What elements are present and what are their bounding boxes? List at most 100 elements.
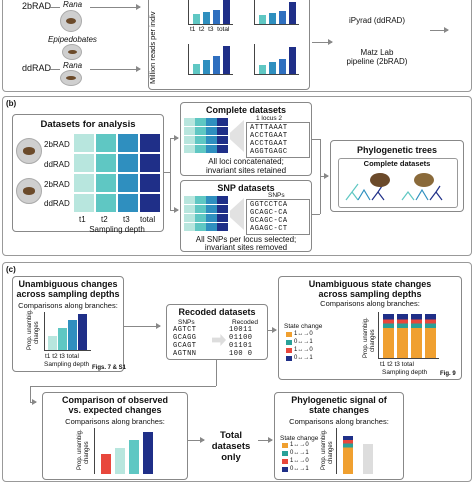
- legend-swatch: [286, 332, 292, 337]
- tick: total: [217, 26, 230, 33]
- box2-col2: Recoded: [232, 319, 259, 326]
- bar: [213, 10, 220, 24]
- col-label: total: [140, 215, 156, 224]
- stacked-bar: [425, 314, 436, 358]
- legend-item: 0↔→1: [294, 339, 313, 345]
- complete-datasets-title: Complete datasets: [205, 105, 287, 115]
- bar: [279, 59, 286, 74]
- box6-legend-title: State change: [280, 435, 319, 442]
- phylo-signal-box: [274, 392, 404, 480]
- bar: [213, 56, 220, 74]
- sequence-row: ACCTGAAT: [250, 140, 288, 148]
- tick: t3: [208, 26, 214, 33]
- col-label: t1: [79, 215, 86, 224]
- box3-fig: Fig. 9: [440, 371, 456, 377]
- grid-cell: [118, 174, 138, 192]
- arrow: [188, 437, 205, 443]
- box3-xlabel: Sampling depth: [382, 369, 428, 376]
- pipeline-2brad-2: pipeline (2bRAD): [346, 57, 408, 66]
- arrow: [258, 437, 273, 443]
- connector: [30, 386, 31, 402]
- sequence-row: AGTCT: [173, 326, 197, 334]
- sequence-row: AGGTGAGC: [250, 148, 288, 156]
- grid-cell: [74, 194, 94, 212]
- sequence-row: 10011: [229, 326, 253, 334]
- arrow: [170, 135, 179, 141]
- stacked-bar: [397, 314, 408, 358]
- sequence-row: GCAGC-CA: [250, 209, 288, 217]
- box2-col1: SNPs: [178, 319, 195, 326]
- row-label: ddRAD: [44, 199, 70, 208]
- box3-title-1: Unambiguous state changes: [308, 279, 432, 289]
- grid-cell: [96, 174, 116, 192]
- sequence-row: 01101: [229, 342, 253, 350]
- bar: [259, 65, 266, 74]
- box2-title: Recoded datasets: [178, 307, 256, 317]
- grid-row: [184, 223, 228, 231]
- box1-title-2: across sampling depths: [16, 289, 120, 299]
- pipeline-ddrad: iPyrad (ddRAD): [348, 16, 405, 25]
- box3-title-2: across sampling depths: [318, 289, 422, 299]
- grid-row: [184, 127, 228, 135]
- box6-title-2: state changes: [308, 405, 370, 415]
- connector: [312, 139, 320, 140]
- connector: [164, 172, 170, 173]
- bar: [58, 328, 67, 350]
- bar: [115, 448, 125, 474]
- genus-rana-bottom: Rana: [63, 61, 83, 70]
- phylo-sub: Complete datasets: [363, 159, 431, 168]
- legend-swatch: [282, 451, 288, 456]
- snp-note-1: All SNPs per locus selected;: [195, 235, 297, 244]
- row-label: 2bRAD: [44, 140, 70, 149]
- box1-sub: Comparisons along branches:: [18, 301, 118, 310]
- box2-recoded-block: 10011 01100 01101 100 0: [228, 326, 266, 358]
- box4-sub: Comparisons along branches:: [65, 417, 165, 426]
- complete-note-1: All loci concatenated;: [208, 157, 284, 166]
- box6-ylabel-2: changes: [328, 441, 334, 464]
- arrow: [90, 66, 141, 72]
- grid-cell: [96, 134, 116, 152]
- bar: [143, 432, 153, 474]
- arrow: [124, 323, 161, 329]
- bar: [269, 13, 276, 24]
- grid-cell: [74, 154, 94, 172]
- box3-sub: Comparisons along branches:: [320, 299, 420, 308]
- box1-ylabel-2: changes: [34, 321, 40, 344]
- box6-sub: Comparisons along branches:: [289, 417, 389, 426]
- box5-title-2: datasets: [211, 441, 251, 452]
- grid-cell: [140, 134, 160, 152]
- bar: [78, 314, 87, 350]
- box6-chart: [336, 428, 389, 474]
- sampling-depth-label: Sampling depth: [89, 225, 145, 234]
- phylo-trees-icon: [345, 173, 443, 201]
- frog-image: [16, 138, 42, 164]
- legend-swatch: [286, 356, 292, 361]
- box5-title-1: Total: [220, 430, 242, 441]
- grid-cell: [140, 154, 160, 172]
- bar: [289, 47, 296, 74]
- sequence-row: AGAGC-CT: [250, 225, 288, 233]
- connector: [312, 214, 320, 215]
- legend-swatch: [286, 348, 292, 353]
- grid-row: [184, 205, 228, 213]
- col-label: t2: [101, 215, 108, 224]
- bar: [223, 0, 230, 24]
- connector: [170, 138, 171, 210]
- genus-epipedobates: Epipedobates: [48, 35, 97, 44]
- panel-c-tag: (c): [6, 265, 16, 274]
- bar: [203, 12, 210, 24]
- bar: [203, 60, 210, 74]
- reads-chart-4: [254, 44, 299, 75]
- sequence-row: GCAGC-CA: [250, 217, 288, 225]
- tick-labels: t1 t2 t3 total: [190, 25, 229, 34]
- legend-item: 1↔→0: [294, 331, 313, 337]
- bar: [289, 2, 296, 24]
- connector: [30, 386, 216, 387]
- frog-image: [60, 70, 82, 86]
- grid-cell: [118, 154, 138, 172]
- box4-title-1: Comparison of observed: [61, 395, 169, 405]
- snp-sequence-block: GGTCCTCA GCAGC-CA GCAGC-CA AGAGC-CT: [246, 199, 310, 235]
- box4-chart: [94, 428, 157, 474]
- frog-image: [60, 10, 82, 32]
- arrow: [312, 39, 333, 45]
